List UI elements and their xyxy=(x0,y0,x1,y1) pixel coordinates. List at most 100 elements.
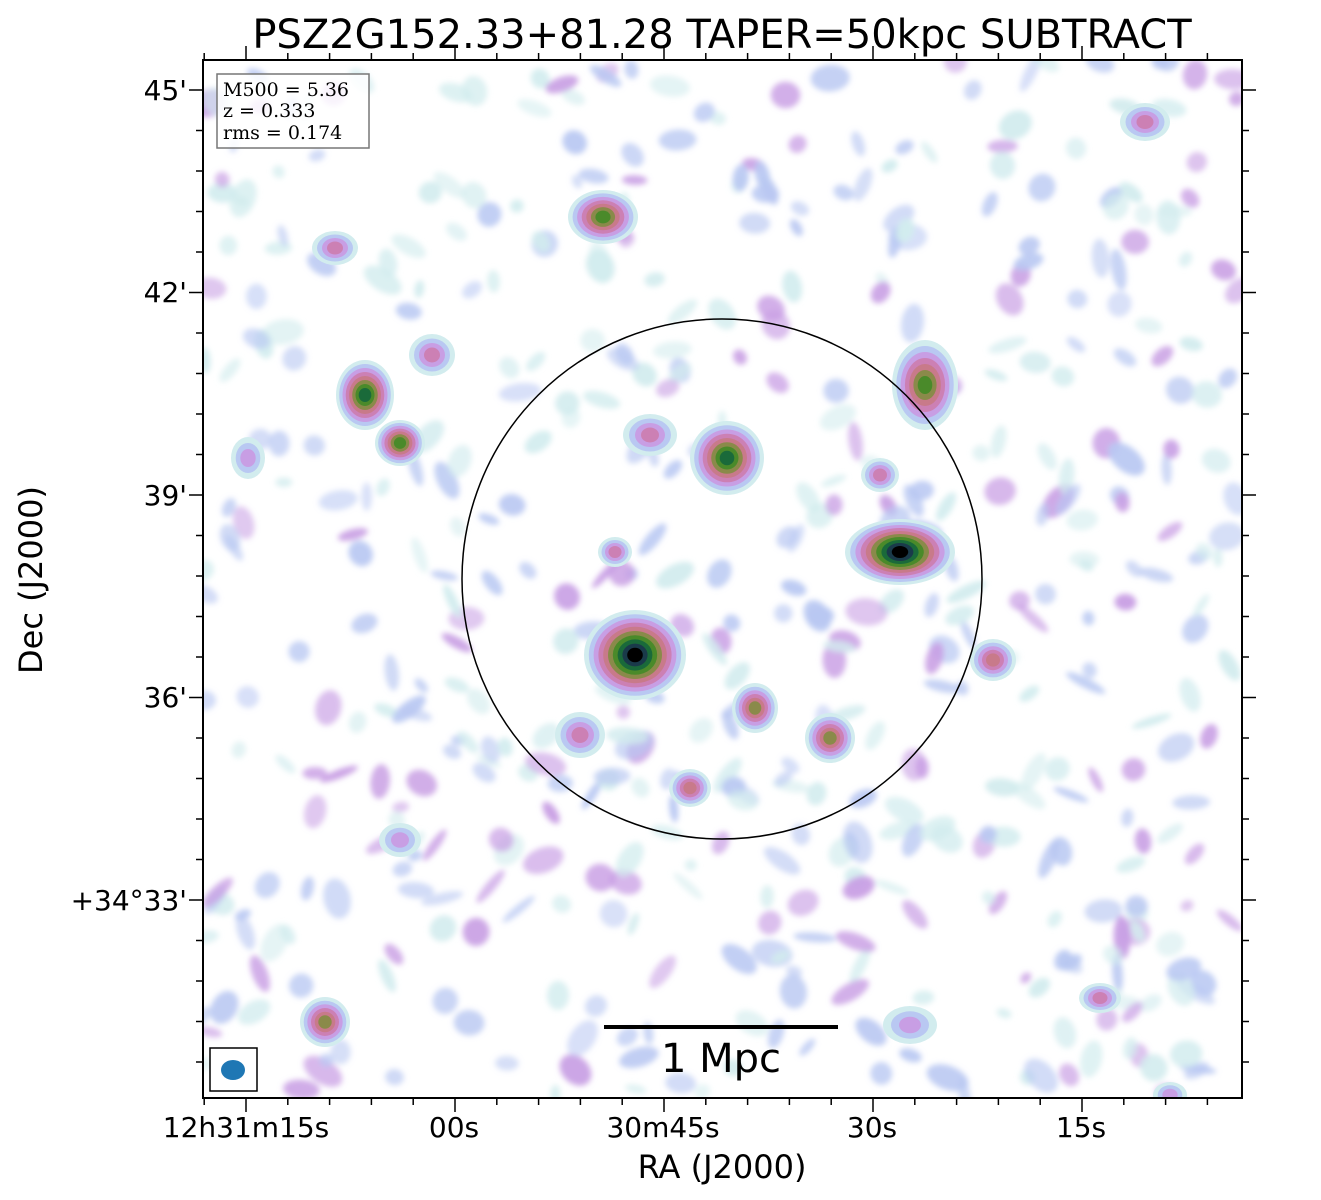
scalebar-label: 1 Mpc xyxy=(661,1036,781,1082)
noise-blob xyxy=(444,677,470,693)
y-tick-label: +34°33' xyxy=(71,884,187,917)
noise-blob xyxy=(851,131,866,157)
noise-blob xyxy=(912,990,935,1005)
noise-blob xyxy=(1170,1040,1203,1068)
noise-blob xyxy=(443,744,462,759)
noise-blob xyxy=(219,235,238,256)
noise-blob xyxy=(651,824,684,841)
noise-blob xyxy=(770,81,801,109)
noise-blob xyxy=(524,430,552,454)
noise-blob xyxy=(414,280,425,298)
noise-blob xyxy=(477,202,502,227)
noise-blob xyxy=(453,1009,485,1036)
noise-blob xyxy=(550,1084,561,1098)
noise-blob xyxy=(235,914,256,950)
noise-blob xyxy=(806,781,827,806)
noise-blob xyxy=(1059,1063,1080,1087)
noise-blob xyxy=(585,863,616,892)
noise-blob xyxy=(219,358,241,383)
noise-blob xyxy=(903,484,924,517)
noise-blob xyxy=(319,1053,334,1067)
noise-blob xyxy=(616,1027,639,1047)
noise-blob xyxy=(337,528,368,541)
noise-blob xyxy=(445,222,468,241)
noise-blob xyxy=(476,869,505,903)
noise-blob xyxy=(487,270,500,293)
noise-blob xyxy=(921,141,938,163)
noise-blob xyxy=(995,283,1024,316)
noise-blob xyxy=(363,265,402,295)
noise-blob xyxy=(421,891,464,906)
noise-blob xyxy=(925,642,944,675)
info-box: M500 = 5.36 z = 0.333 rms = 0.174 xyxy=(216,73,370,149)
source-blob xyxy=(375,420,425,466)
source-blob xyxy=(568,190,638,244)
noise-blob xyxy=(1045,757,1070,781)
noise-blob xyxy=(330,1039,351,1065)
noise-blob xyxy=(1190,970,1217,997)
noise-blob xyxy=(1214,69,1242,90)
noise-blob xyxy=(207,182,238,203)
noise-blob xyxy=(1182,60,1208,90)
noise-blob xyxy=(1134,828,1152,854)
r500-circle xyxy=(461,318,983,840)
noise-blob xyxy=(498,382,542,402)
noise-blob xyxy=(1053,786,1089,803)
noise-blob xyxy=(323,878,351,919)
noise-blob xyxy=(1010,781,1046,810)
noise-blob xyxy=(606,727,649,745)
noise-blob xyxy=(502,895,535,923)
noise-blob xyxy=(843,821,873,864)
noise-blob xyxy=(901,823,925,857)
noise-blob xyxy=(1123,1037,1138,1060)
noise-blob xyxy=(376,478,390,497)
noise-blob xyxy=(819,404,857,431)
noise-blob xyxy=(779,974,807,1009)
noise-blob xyxy=(261,318,304,345)
noise-blob xyxy=(774,770,793,787)
noise-blob xyxy=(1191,381,1223,408)
noise-blob xyxy=(855,1017,887,1046)
noise-blob xyxy=(303,435,325,456)
noise-blob xyxy=(530,68,550,89)
source-blob xyxy=(1079,983,1121,1013)
noise-blob xyxy=(763,846,801,875)
noise-blob xyxy=(1019,351,1051,373)
beam-ellipse xyxy=(221,1060,245,1080)
noise-blob xyxy=(430,570,458,581)
noise-blob xyxy=(987,139,1018,153)
noise-blob xyxy=(793,932,837,943)
noise-blob xyxy=(1114,492,1130,513)
noise-blob xyxy=(981,891,996,905)
noise-blob xyxy=(414,678,429,693)
noise-blob xyxy=(735,1010,769,1037)
noise-blob xyxy=(289,973,314,998)
noise-blob xyxy=(625,1084,647,1094)
noise-blob xyxy=(1054,949,1072,971)
noise-blob xyxy=(823,640,856,653)
noise-blob xyxy=(370,764,391,799)
source-blob xyxy=(379,823,421,857)
noise-blob xyxy=(1218,368,1238,389)
noise-blob xyxy=(392,801,410,813)
noise-blob xyxy=(1193,594,1210,617)
noise-blob xyxy=(649,955,676,989)
noise-blob xyxy=(926,1064,969,1092)
noise-blob xyxy=(559,1054,592,1086)
noise-blob xyxy=(1121,758,1146,782)
noise-blob xyxy=(283,1079,320,1098)
source-blob xyxy=(598,537,632,567)
noise-blob xyxy=(1082,610,1095,626)
noise-blob xyxy=(478,513,500,525)
noise-blob xyxy=(774,604,793,623)
noise-blob xyxy=(1066,672,1106,694)
noise-blob xyxy=(232,506,255,540)
noise-blob xyxy=(1209,522,1242,551)
contour-level xyxy=(683,781,697,795)
noise-blob xyxy=(561,88,585,106)
noise-blob xyxy=(495,1055,519,1071)
noise-blob xyxy=(593,767,631,785)
noise-blob xyxy=(457,731,479,753)
noise-blob xyxy=(615,841,644,877)
noise-blob xyxy=(624,60,639,79)
